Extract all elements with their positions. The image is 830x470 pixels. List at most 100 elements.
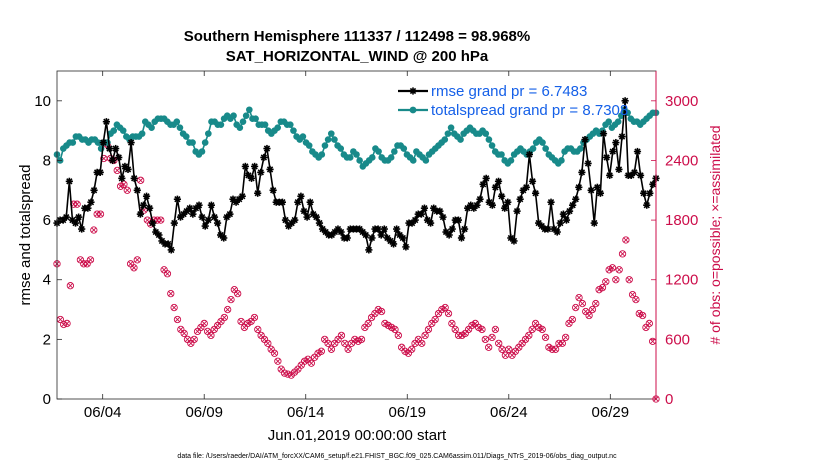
obs-assimilated-point [479,326,485,332]
rmse-point [112,144,120,153]
obs-assimilated-point [168,291,174,297]
obs-assimilated-point [630,292,636,298]
y-tick-label-0: 0 [43,391,51,408]
rmse-point [640,189,648,197]
obs-assimilated-point [302,358,308,364]
x-axis-label: Jun.01,2019 00:00:00 start [268,427,447,444]
rmse-point [254,189,262,197]
rmse-point [189,210,197,218]
legend-rmse-star [409,87,417,95]
rmse-point [241,162,249,171]
obs-assimilated-point [603,279,609,285]
legend: rmse grand pr = 6.7483 totalspread grand… [398,83,628,119]
obs-possible-point [431,315,439,324]
rmse-point [96,168,104,176]
obs-possible-point [190,335,198,344]
totalspread-point [261,121,269,128]
totalspread-point [324,136,332,143]
rmse-point [84,204,92,212]
rmse-point [139,201,148,209]
totalspread-series [53,106,660,170]
obs-assimilated-point [265,340,271,346]
obs-possible-point [264,339,272,347]
x-tick-label-1: 06/09 [185,404,223,421]
obs-assimilated-point [345,346,351,352]
rmse-point [491,183,500,191]
rmse-point [124,165,132,173]
obs-assimilated-point [382,320,388,326]
rmse-point [436,207,444,215]
rmse-point [102,118,111,126]
y2-tick-label-0: 0 [665,391,673,408]
obs-possible-point [408,345,416,353]
obs-assimilated-point [606,267,612,273]
obs-assimilated-point [271,350,278,356]
rmse-point [198,213,206,221]
totalspread-point [400,145,408,152]
rmse-point [547,198,555,206]
obs-assimilated-point [118,183,124,189]
obs-possible-point [234,289,242,298]
obs-possible-point [86,256,95,264]
obs-possible-point [444,309,453,318]
rmse-point [531,189,540,197]
obs-assimilated-point [559,340,565,346]
totalspread-point [368,154,376,161]
totalspread-point [110,127,118,134]
totalspread-point [236,124,244,131]
y2-tick-label-5: 3000 [665,93,698,110]
obs-assimilated-point [626,277,632,283]
rmse-point [501,204,509,212]
rmse-point [596,189,605,197]
obs-possible-point [394,331,402,340]
totalspread-point [457,136,464,143]
rmse-point [343,234,351,242]
obs-possible-point [364,319,372,328]
rmse-point [269,186,277,194]
totalspread-point [189,139,196,146]
rmse-point [297,192,305,200]
rmse-point [281,216,290,224]
y-axis-label: rmse and totalspread [17,165,34,306]
obs-possible-point [451,325,459,334]
obs-assimilated-point [375,307,381,313]
y2-tick-label-2: 1200 [665,272,698,289]
totalspread-point [274,124,281,131]
rmse-point [115,153,123,162]
rmse-point [201,222,209,230]
totalspread-point [217,121,225,128]
obs-assimilated-point [138,177,144,183]
obs-assimilated-point [158,217,164,223]
obs-possible-point [418,339,426,347]
rmse-point [186,204,194,212]
obs-possible-point [615,266,623,274]
obs-assimilated-point [553,346,559,352]
rmse-point [612,138,620,147]
obs-assimilated-point [225,307,231,313]
rmse-point [565,207,574,215]
x-tick-label-0: 06/04 [84,404,122,421]
rmse-point [337,228,345,236]
rmse-point [457,234,466,242]
rmse-point [251,162,259,171]
obs-assimilated-point [352,336,358,342]
totalspread-point [498,151,505,158]
obs-assimilated-point [616,267,622,273]
obs-assimilated-point [395,332,401,338]
obs-possible-point [421,331,429,340]
obs-assimilated-point [255,326,261,332]
y-tick-label-3: 6 [43,212,51,229]
obs-assimilated-point [563,334,569,340]
obs-assimilated-point [593,301,599,307]
totalspread-point [198,148,206,155]
totalspread-point [94,139,102,146]
obs-assimilated-point [613,277,619,283]
obs-assimilated-point [379,309,385,315]
totalspread-point [201,139,209,146]
legend-spread-label: totalspread grand pr = 8.7308 [431,102,628,119]
obs-possible-point [337,331,346,340]
rmse-point [602,153,611,162]
rmse-point [562,216,571,224]
totalspread-point [246,106,253,114]
obs-possible-point [575,293,583,302]
